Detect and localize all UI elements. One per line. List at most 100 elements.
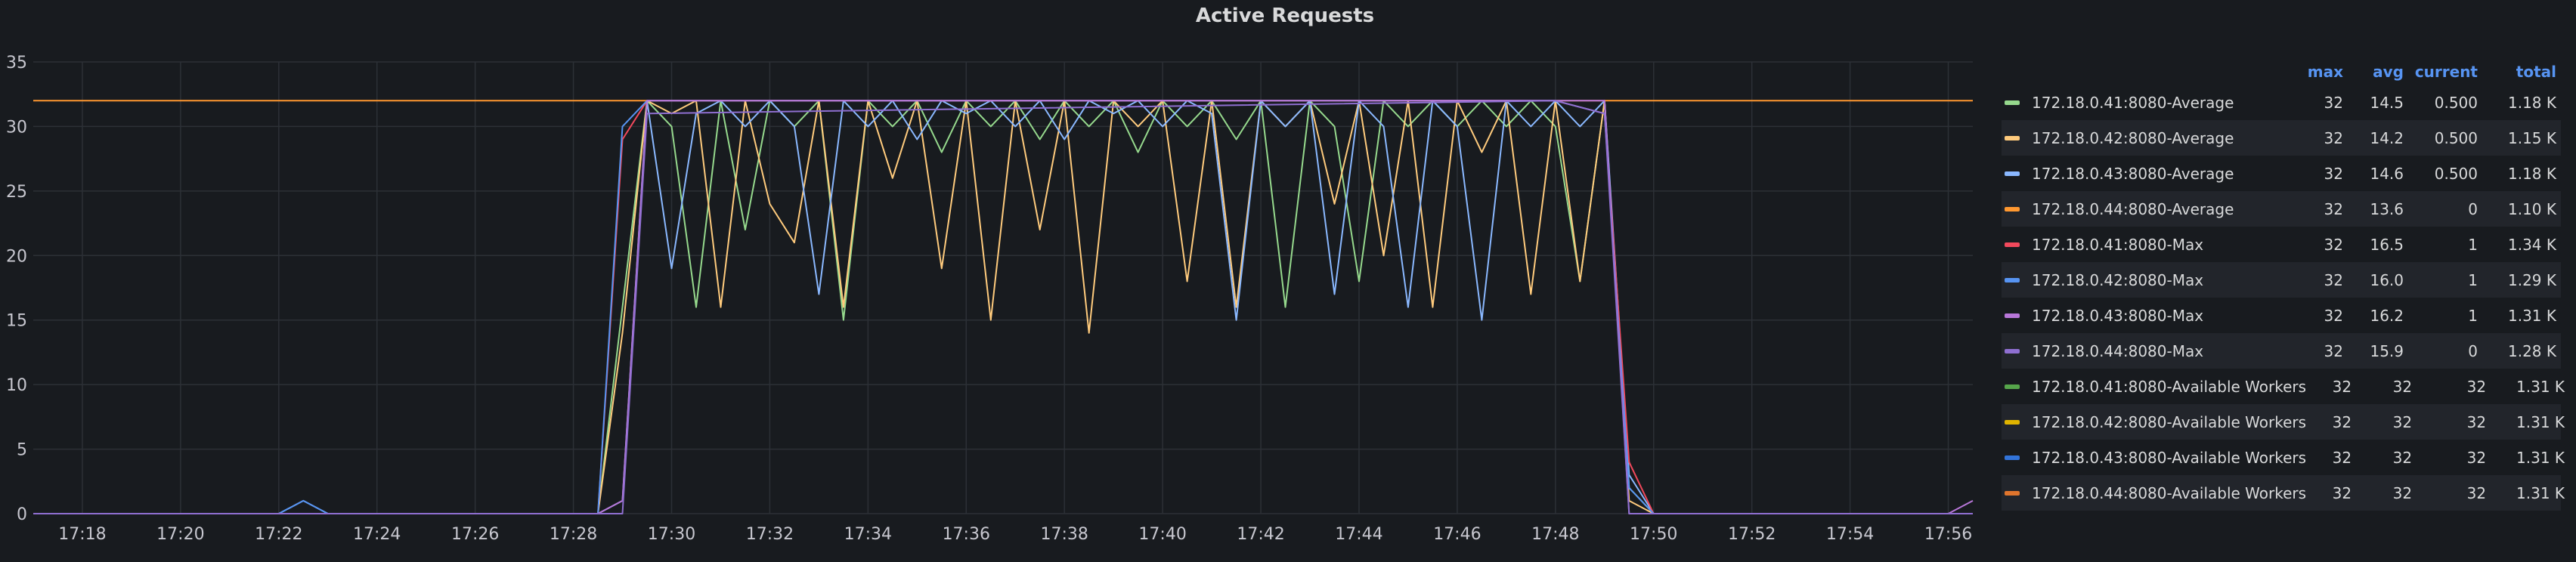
legend-series-name[interactable]: 172.18.0.43:8080-Available Workers xyxy=(2032,448,2307,467)
legend-max-value: 32 xyxy=(2324,128,2343,147)
legend-swatch xyxy=(2005,277,2020,283)
x-tick-label: 17:36 xyxy=(943,525,990,544)
x-tick-label: 17:50 xyxy=(1630,525,1677,544)
x-tick-label: 17:28 xyxy=(550,525,597,544)
legend-swatch xyxy=(2005,419,2020,425)
legend-total-value: 1.34 K xyxy=(2507,235,2556,254)
legend-row[interactable]: 172.18.0.44:8080-Average 32 13.6 0 1.10 K xyxy=(2002,191,2561,227)
legend-max-value: 32 xyxy=(2332,483,2352,502)
x-tick-label: 17:30 xyxy=(648,525,695,544)
legend-series-name[interactable]: 172.18.0.44:8080-Max xyxy=(2032,341,2204,360)
legend-avg-value: 13.6 xyxy=(2370,199,2404,218)
x-tick-label: 17:44 xyxy=(1335,525,1382,544)
legend-series-name[interactable]: 172.18.0.42:8080-Max xyxy=(2032,270,2204,289)
legend-series-name[interactable]: 172.18.0.41:8080-Average xyxy=(2032,93,2234,112)
legend-current-value: 1 xyxy=(2468,270,2478,289)
series-line[interactable] xyxy=(33,100,1973,514)
legend-max-value: 32 xyxy=(2324,270,2343,289)
legend-max-value: 32 xyxy=(2324,235,2343,254)
series-line[interactable] xyxy=(33,100,1973,514)
legend-row[interactable]: 172.18.0.43:8080-Average 32 14.6 0.500 1.18 … xyxy=(2002,156,2561,191)
x-tick-label: 17:42 xyxy=(1237,525,1284,544)
x-tick-label: 17:56 xyxy=(1924,525,1972,544)
legend-total-value: 1.29 K xyxy=(2507,270,2556,289)
legend-max-value: 32 xyxy=(2324,164,2343,183)
legend-series-name[interactable]: 172.18.0.44:8080-Available Workers xyxy=(2032,483,2307,502)
legend-avg-value: 16.0 xyxy=(2370,270,2404,289)
x-tick-label: 17:18 xyxy=(58,525,106,544)
y-tick-label: 25 xyxy=(6,183,27,202)
legend-series-name[interactable]: 172.18.0.41:8080-Max xyxy=(2032,235,2204,254)
y-tick-label: 15 xyxy=(6,312,27,331)
series-line[interactable] xyxy=(33,100,1973,514)
legend-row[interactable]: 172.18.0.41:8080-Available Workers 32 32 32… xyxy=(2002,369,2565,404)
y-tick-label: 35 xyxy=(6,54,27,73)
legend-max-value: 32 xyxy=(2332,448,2352,467)
legend-current-value: 0.500 xyxy=(2434,128,2478,147)
series-line[interactable] xyxy=(33,100,1973,514)
legend-total-value: 1.18 K xyxy=(2507,93,2556,112)
legend-avg-value: 15.9 xyxy=(2370,341,2404,360)
legend-header-total[interactable]: total xyxy=(2516,63,2556,81)
legend-current-value: 32 xyxy=(2466,483,2487,502)
legend-total-value: 1.31 K xyxy=(2516,483,2565,502)
legend-series-name[interactable]: 172.18.0.43:8080-Max xyxy=(2032,306,2204,325)
legend-series-name[interactable]: 172.18.0.44:8080-Average xyxy=(2032,199,2234,218)
legend-row[interactable]: 172.18.0.42:8080-Available Workers 32 32 32… xyxy=(2002,404,2565,440)
legend-max-value: 32 xyxy=(2332,412,2352,431)
legend-header-spacer xyxy=(2005,69,2020,74)
legend-total-value: 1.31 K xyxy=(2507,306,2556,325)
legend-total-value: 1.31 K xyxy=(2516,448,2565,467)
legend-series-name[interactable]: 172.18.0.42:8080-Available Workers xyxy=(2032,412,2307,431)
legend-row[interactable]: 172.18.0.42:8080-Max 32 16.0 1 1.29 K xyxy=(2002,262,2561,298)
legend-current-value: 32 xyxy=(2466,412,2487,431)
series-line[interactable] xyxy=(33,100,1973,514)
legend-max-value: 32 xyxy=(2324,199,2343,218)
grid xyxy=(33,61,1973,514)
legend-series-name[interactable]: 172.18.0.41:8080-Available Workers xyxy=(2032,377,2307,396)
legend-row[interactable]: 172.18.0.44:8080-Available Workers 32 32 32… xyxy=(2002,475,2565,511)
x-tick-label: 17:40 xyxy=(1138,525,1186,544)
legend-total-value: 1.31 K xyxy=(2516,377,2565,396)
y-tick-label: 10 xyxy=(6,376,27,395)
legend-current-value: 0 xyxy=(2468,199,2478,218)
legend-swatch xyxy=(2005,135,2020,140)
x-tick-label: 17:54 xyxy=(1826,525,1874,544)
legend-swatch xyxy=(2005,384,2020,389)
legend-series-name[interactable]: 172.18.0.42:8080-Average xyxy=(2032,128,2234,147)
legend-header-max[interactable]: max xyxy=(2307,63,2343,81)
legend-avg-value: 32 xyxy=(2392,377,2413,396)
legend-swatch xyxy=(2005,490,2020,496)
x-tick-label: 17:26 xyxy=(451,525,499,544)
legend-swatch xyxy=(2005,313,2020,318)
legend-current-value: 32 xyxy=(2466,377,2487,396)
y-tick-label: 5 xyxy=(17,441,27,460)
legend-header-current[interactable]: current xyxy=(2414,63,2478,81)
panel-title: Active Requests xyxy=(1195,5,1375,27)
x-tick-label: 17:38 xyxy=(1040,525,1088,544)
legend-total-value: 1.18 K xyxy=(2507,164,2556,183)
legend-current-value: 1 xyxy=(2468,235,2478,254)
legend-avg-value: 32 xyxy=(2392,412,2413,431)
active-requests-chart[interactable]: 0 5 10 15 20 25 30 35 17:18 17:20 17:22 17:24 17:26 1… xyxy=(0,0,1980,562)
y-tick-label: 20 xyxy=(6,247,27,266)
legend-row[interactable]: 172.18.0.42:8080-Average 32 14.2 0.500 1.15 … xyxy=(2002,120,2561,156)
legend-max-value: 32 xyxy=(2324,93,2343,112)
legend-row[interactable]: 172.18.0.44:8080-Max 32 15.9 0 1.28 K xyxy=(2002,333,2561,369)
y-tick-label: 30 xyxy=(6,118,27,137)
legend-row[interactable]: 172.18.0.43:8080-Max 32 16.2 1 1.31 K xyxy=(2002,298,2561,333)
legend-row[interactable]: 172.18.0.43:8080-Available Workers 32 32 32… xyxy=(2002,440,2565,475)
x-tick-label: 17:46 xyxy=(1433,525,1481,544)
x-tick-label: 17:32 xyxy=(746,525,794,544)
legend-row[interactable]: 172.18.0.41:8080-Average 32 14.5 0.500 1.18 … xyxy=(2002,85,2561,120)
series-lines[interactable] xyxy=(33,100,1974,514)
series-line[interactable] xyxy=(33,100,1974,514)
axes: 0 5 10 15 20 25 30 35 17:18 17:20 17:22 17:24 17:26 1… xyxy=(6,54,1972,544)
legend-current-value: 0.500 xyxy=(2434,93,2478,112)
legend-series-name[interactable]: 172.18.0.43:8080-Average xyxy=(2032,164,2234,183)
x-tick-label: 17:24 xyxy=(353,525,401,544)
legend-max-value: 32 xyxy=(2324,306,2343,325)
series-line[interactable] xyxy=(33,100,1973,514)
legend-header-avg[interactable]: avg xyxy=(2373,63,2404,81)
legend-row[interactable]: 172.18.0.41:8080-Max 32 16.5 1 1.34 K xyxy=(2002,227,2561,262)
